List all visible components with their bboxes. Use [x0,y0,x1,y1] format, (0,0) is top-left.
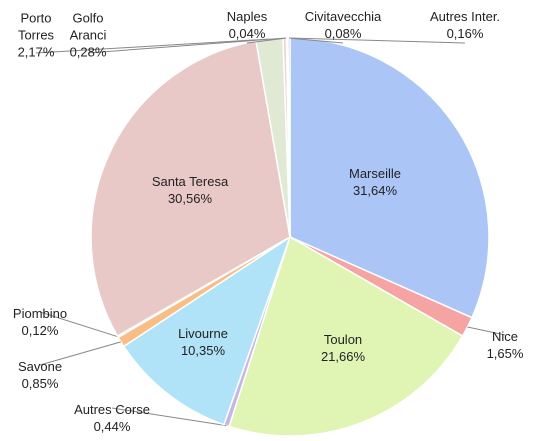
value-label: 21,66% [320,349,366,364]
slice-label: Savone 0,85% [18,358,62,392]
category-label: Autres Corse [74,402,150,417]
leader-line [87,37,285,54]
value-label: 0,16% [446,26,484,41]
value-label: 0,04% [228,26,266,41]
slice-label: Toulon 21,66% [321,331,365,365]
category-label: Naples [226,9,268,24]
leader-line [287,37,344,44]
category-label: Livourne [178,326,228,341]
slice-label: Autres Inter. 0,16% [430,8,500,42]
category-label: Autres Inter. [429,9,501,24]
category-label: Porto Torres [17,10,55,43]
category-label: Toulon [323,332,363,347]
category-label: Marseille [348,166,402,181]
slice-label: Livourne 10,35% [178,325,228,359]
slice-label: Nice 1,65% [487,328,524,362]
leader-line [467,326,506,336]
category-label: Piombino [12,306,68,321]
leader-line [111,407,227,427]
category-label: Nice [491,329,518,344]
value-label: 31,64% [352,183,398,198]
leader-line [35,38,270,54]
slice-label: Porto Torres 2,17% [14,10,58,61]
pie-slice [289,37,490,319]
category-label: Golfo Aranci [69,10,107,43]
value-label: 10,35% [180,343,226,358]
value-label: 30,56% [167,191,213,206]
value-label: 0,44% [93,419,131,434]
leader-line [39,341,122,366]
slice-label: Piombino 0,12% [13,305,67,339]
value-label: 1,65% [486,346,524,361]
leader-line [39,311,118,338]
slice-label: Autres Corse 0,44% [74,401,150,435]
slice-label: Civitavecchia 0,08% [305,8,382,42]
value-label: 2,17% [17,44,55,60]
value-label: 0,08% [324,26,362,41]
slice-label: Marseille 31,64% [349,165,401,199]
value-label: 0,12% [21,323,59,338]
slice-label: Santa Teresa 30,56% [152,173,228,207]
pie-slice [90,40,291,338]
slice-label: Golfo Aranci 0,28% [63,10,113,61]
leader-line [246,37,287,44]
slice-label: Naples 0,04% [227,8,267,42]
value-label: 0,28% [69,44,107,60]
pie-slice [122,235,292,426]
category-label: Savone [17,359,63,374]
category-label: Civitavecchia [304,9,382,24]
pie-slice [228,235,464,437]
leader-line [288,37,466,44]
value-label: 0,85% [21,376,59,391]
category-label: Santa Teresa [151,174,229,189]
